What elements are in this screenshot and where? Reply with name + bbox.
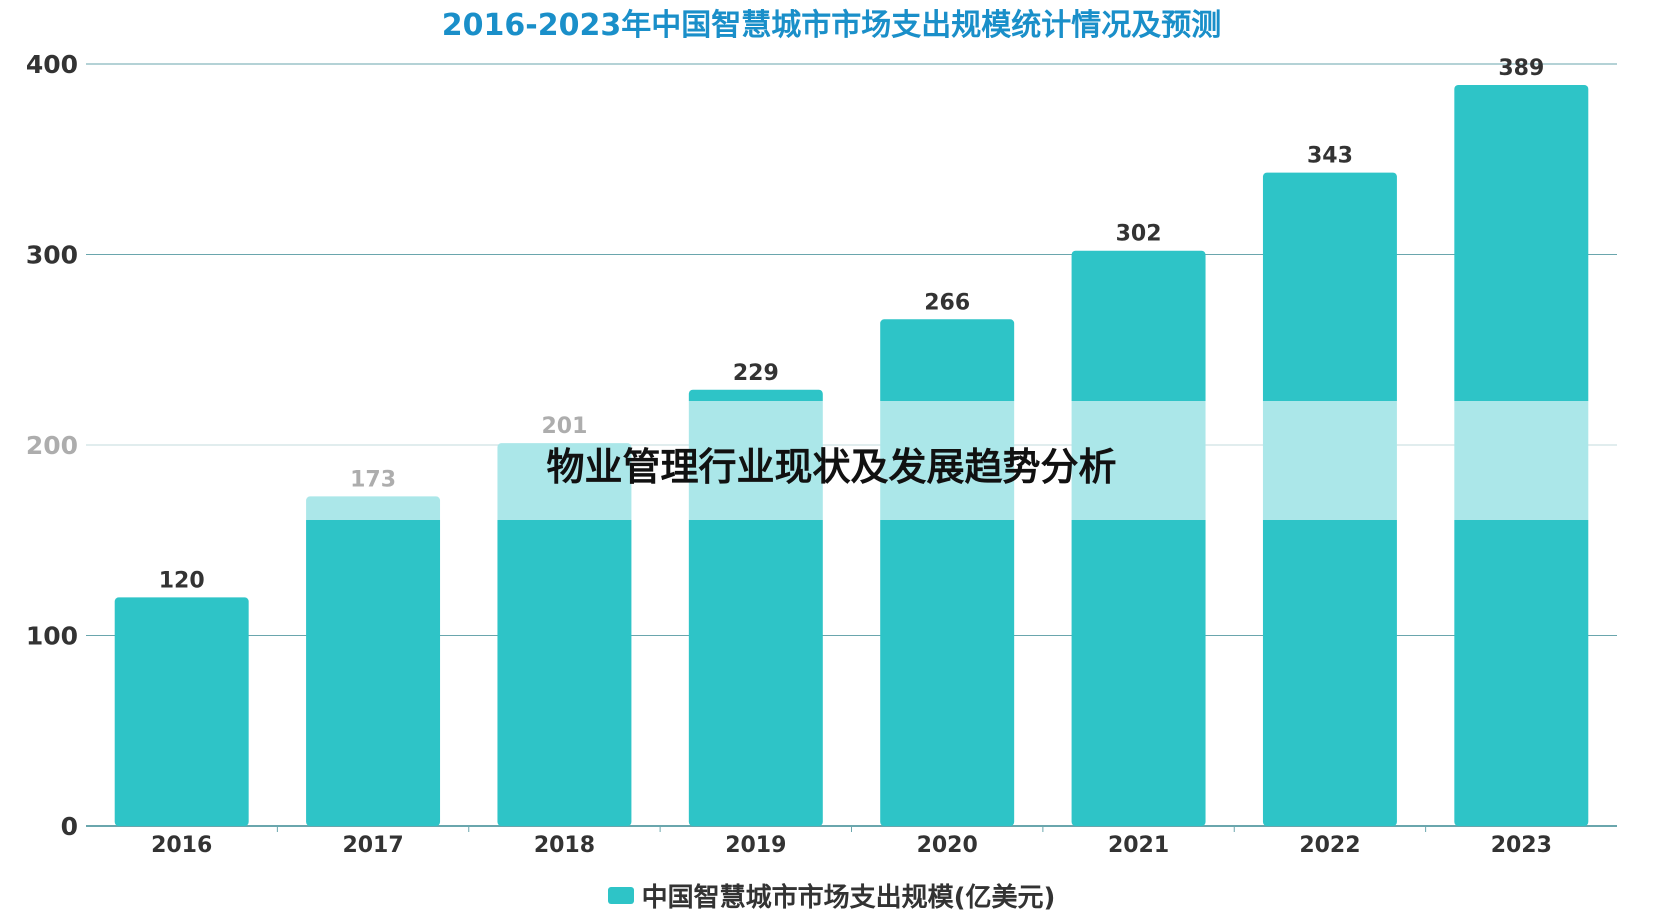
x-axis-ticks: 2016 2017 2018 2019 2020 2021 2022 2023 (151, 826, 1552, 858)
data-label-2020: 266 (924, 290, 970, 315)
y-tick-label: 300 (26, 241, 78, 270)
x-tick-label-2023: 2023 (1491, 833, 1552, 858)
data-label-2016: 120 (159, 568, 205, 593)
watermark-band (0, 401, 1663, 520)
bar-2021 (1071, 250, 1206, 826)
y-tick-label: 0 (61, 812, 78, 841)
x-tick-label-2018: 2018 (534, 833, 595, 858)
x-tick-label-2020: 2020 (917, 833, 978, 858)
data-label-2023: 389 (1498, 56, 1544, 81)
legend-swatch (607, 887, 634, 904)
y-tick-label: 400 (26, 50, 78, 79)
x-tick-label-2021: 2021 (1108, 833, 1169, 858)
x-tick-label-2022: 2022 (1299, 833, 1360, 858)
bar-2017 (306, 496, 441, 826)
y-tick-label: 100 (26, 622, 78, 651)
bar-2016 (114, 597, 249, 826)
legend: 中国智慧城市市场支出规模(亿美元) (0, 877, 1663, 914)
data-label-2021: 302 (1116, 222, 1162, 247)
data-label-2022: 343 (1307, 144, 1353, 169)
data-label-2019: 229 (733, 361, 779, 386)
chart-title: 2016-2023年中国智慧城市市场支出规模统计情况及预测 (441, 8, 1222, 43)
x-tick-label-2016: 2016 (151, 833, 212, 858)
x-tick-label-2017: 2017 (342, 833, 403, 858)
watermark-text: 物业管理行业现状及发展趋势分析 (546, 445, 1117, 489)
bar-2018 (497, 443, 632, 826)
legend-label: 中国智慧城市市场支出规模(亿美元) (641, 883, 1056, 913)
bar-2020 (880, 319, 1015, 826)
x-tick-label-2019: 2019 (725, 833, 786, 858)
